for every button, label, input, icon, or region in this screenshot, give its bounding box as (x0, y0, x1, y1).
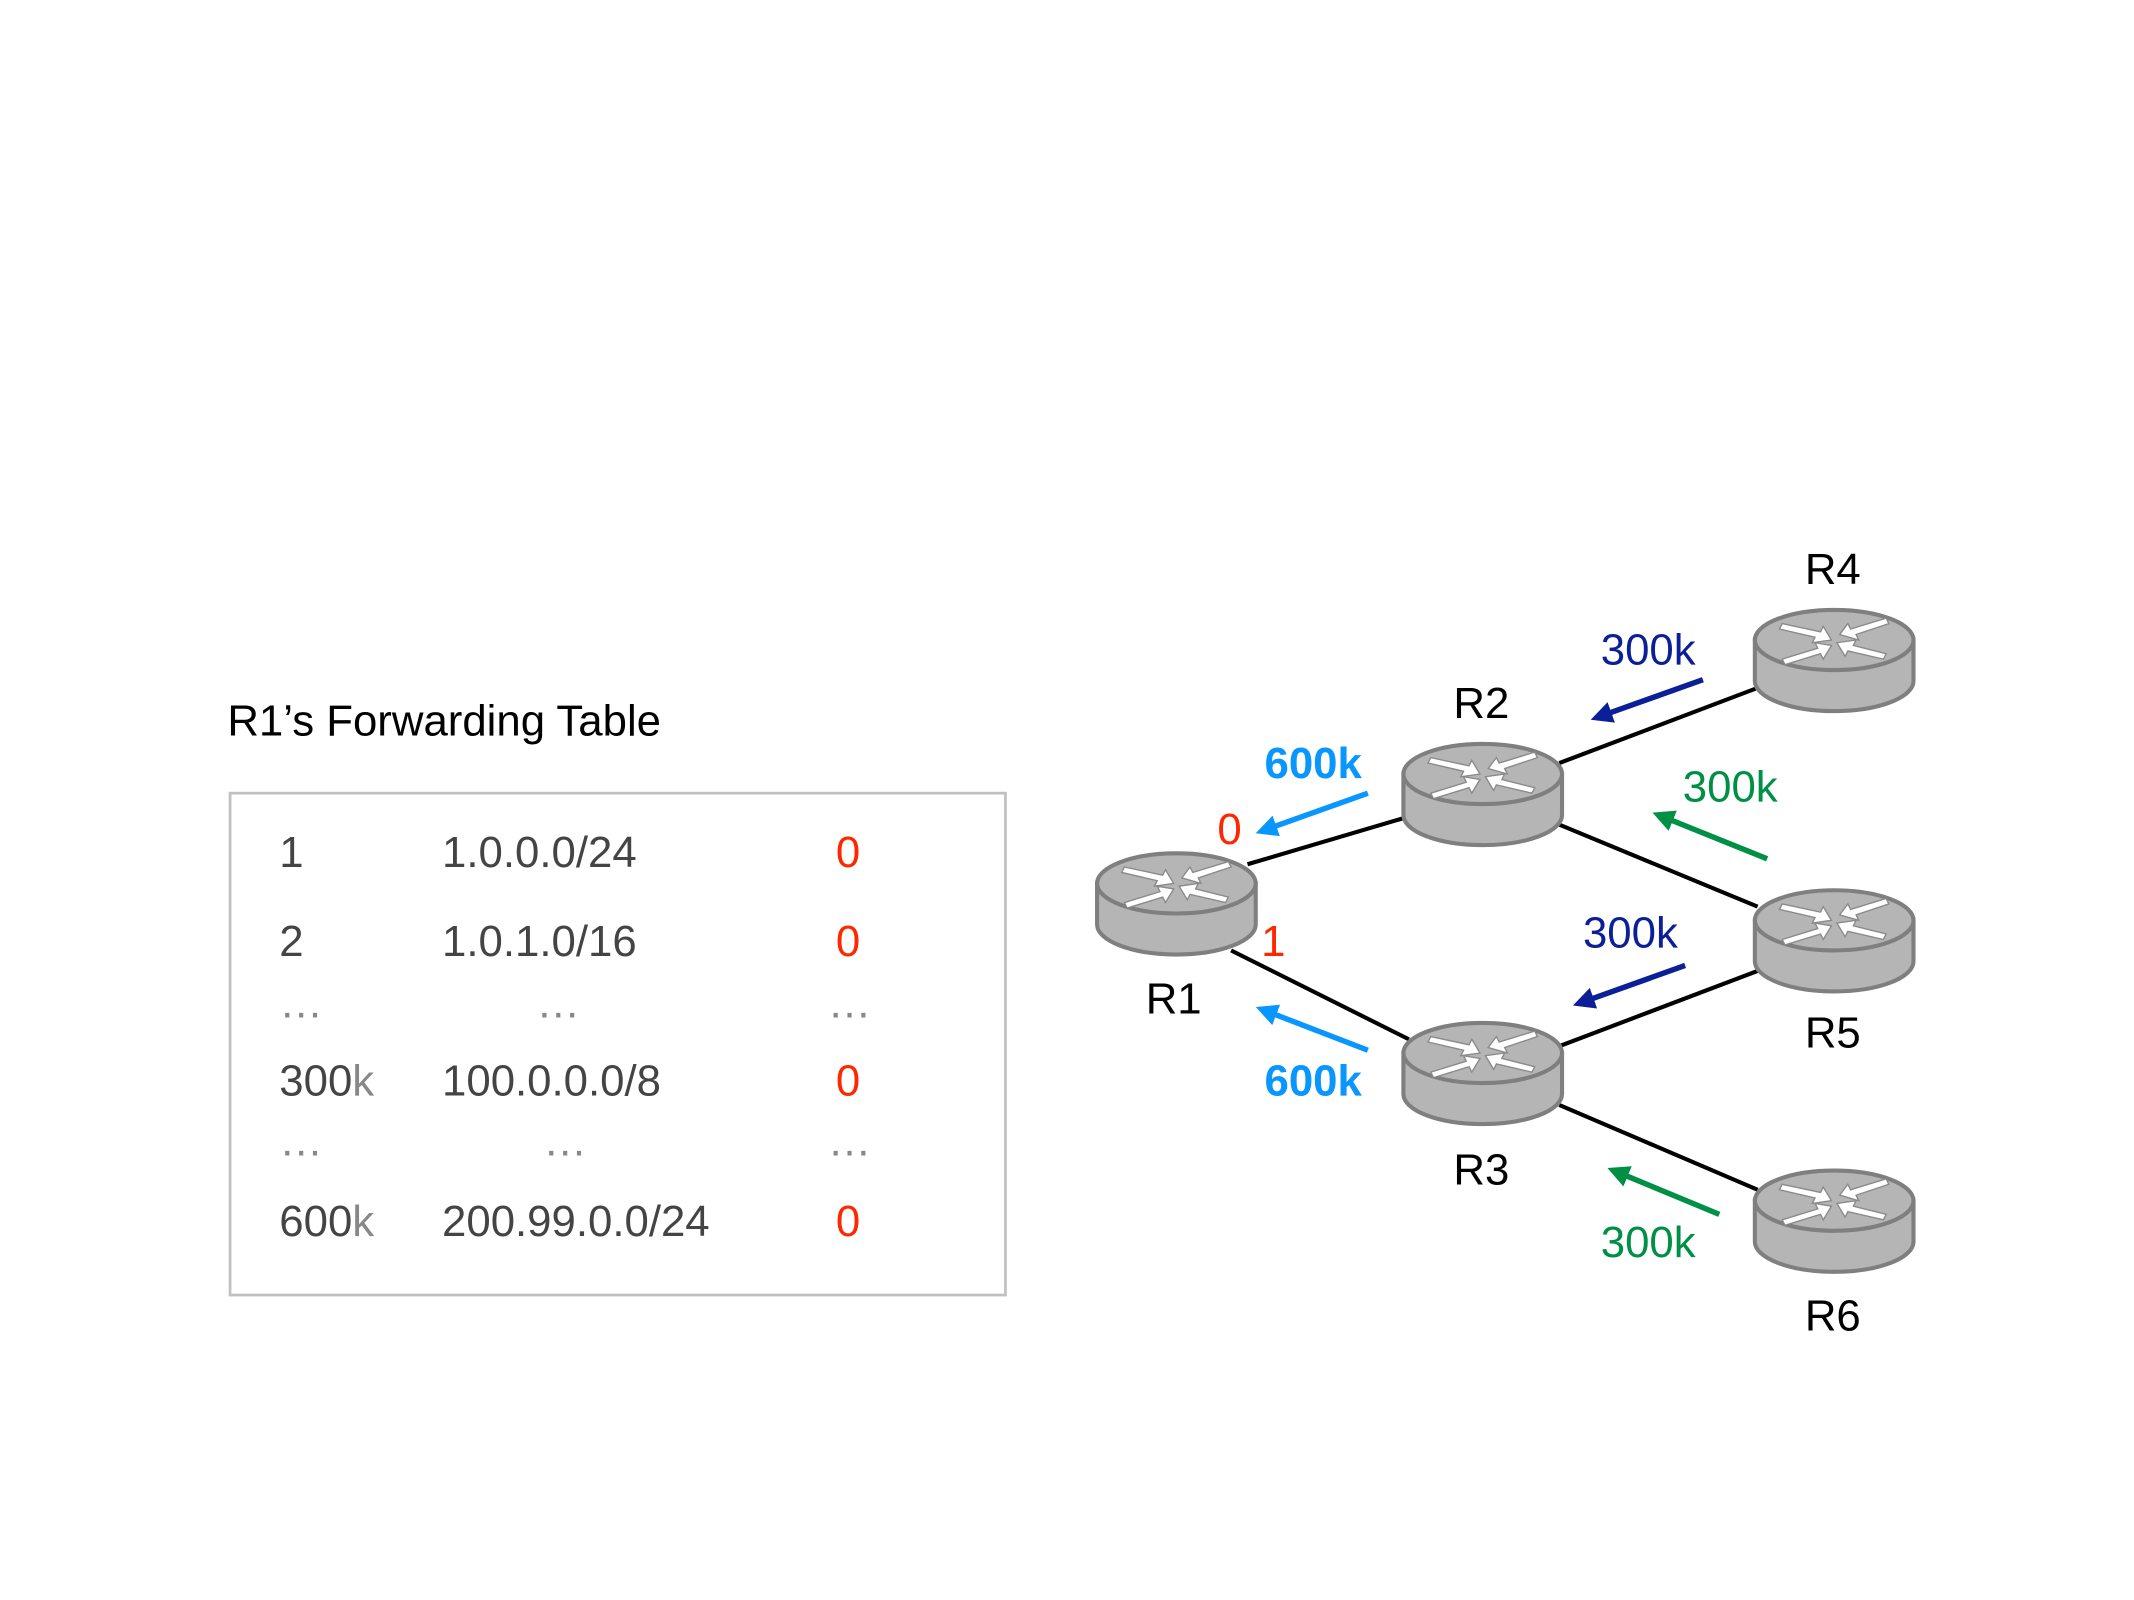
link-r1-r2 (1246, 815, 1406, 867)
link-r3-r6 (1558, 1103, 1759, 1192)
router-icon[interactable] (1097, 853, 1256, 954)
row-index: … (279, 978, 323, 1027)
count-r4-r2: 300k (1601, 626, 1696, 675)
row-port: 0 (836, 917, 860, 966)
link-r3-r5 (1558, 969, 1759, 1049)
row-port: … (828, 978, 872, 1027)
row-port: … (828, 1117, 872, 1166)
row-port: 0 (836, 1197, 860, 1246)
row-index: 300k (279, 1056, 374, 1105)
row-index: 1 (279, 828, 303, 877)
port-1-label: 1 (1261, 917, 1285, 966)
table-row: 300k 100.0.0.0/8 0 (279, 1056, 860, 1105)
row-prefix: 1.0.0.0/24 (442, 828, 637, 877)
count-r2-r1: 600k (1264, 739, 1362, 788)
count-r6-r3: 300k (1601, 1218, 1696, 1267)
row-index: … (279, 1117, 323, 1166)
router-label-r6: R6 (1805, 1292, 1861, 1341)
table-row: 600k 200.99.0.0/24 0 (279, 1197, 860, 1246)
arrow-r5-r3 (1572, 962, 1687, 1009)
row-prefix: 100.0.0.0/8 (442, 1056, 661, 1105)
router-label-r4: R4 (1805, 545, 1861, 594)
table-title: R1’s Forwarding Table (227, 697, 661, 746)
router-label-r3: R3 (1453, 1145, 1509, 1194)
port-0-label: 0 (1217, 805, 1241, 854)
router-label-r5: R5 (1805, 1009, 1861, 1058)
row-port: 0 (836, 828, 860, 877)
link-r2-r5 (1558, 822, 1759, 909)
row-index: 2 (279, 917, 303, 966)
arrow-r3-r1 (1255, 1004, 1369, 1053)
router-icon[interactable] (1755, 610, 1914, 711)
count-r5-r3: 300k (1583, 909, 1678, 958)
arrow-r6-r3 (1607, 1166, 1721, 1217)
links (1230, 685, 1759, 1192)
row-prefix: 1.0.1.0/16 (442, 917, 637, 966)
link-r1-r3 (1230, 948, 1410, 1042)
table-row: 1 1.0.0.0/24 0 (279, 828, 860, 877)
arrow-r2-r1 (1255, 790, 1369, 837)
arrow-r4-r2 (1590, 677, 1704, 723)
count-r5-r2: 300k (1683, 762, 1778, 811)
row-port: 0 (836, 1056, 860, 1105)
row-prefix: 200.99.0.0/24 (442, 1197, 710, 1246)
table-row-ellipsis: … … … (279, 978, 871, 1027)
router-label-r1: R1 (1146, 974, 1202, 1023)
count-r3-r1: 600k (1264, 1056, 1362, 1105)
table-row: 2 1.0.1.0/16 0 (279, 917, 860, 966)
router-icon[interactable] (1755, 1171, 1914, 1272)
table-row-ellipsis: … … … (279, 1117, 871, 1166)
row-prefix: … (536, 978, 580, 1027)
arrow-r5-r2 (1652, 810, 1769, 862)
row-index: 600k (279, 1197, 374, 1246)
row-prefix: … (543, 1117, 587, 1166)
router-label-r2: R2 (1453, 679, 1509, 728)
router-icon[interactable] (1403, 1023, 1562, 1124)
forwarding-table-box (228, 791, 1007, 1297)
link-r2-r4 (1558, 685, 1759, 765)
router-icon[interactable] (1403, 744, 1562, 845)
router-icon[interactable] (1755, 890, 1914, 991)
